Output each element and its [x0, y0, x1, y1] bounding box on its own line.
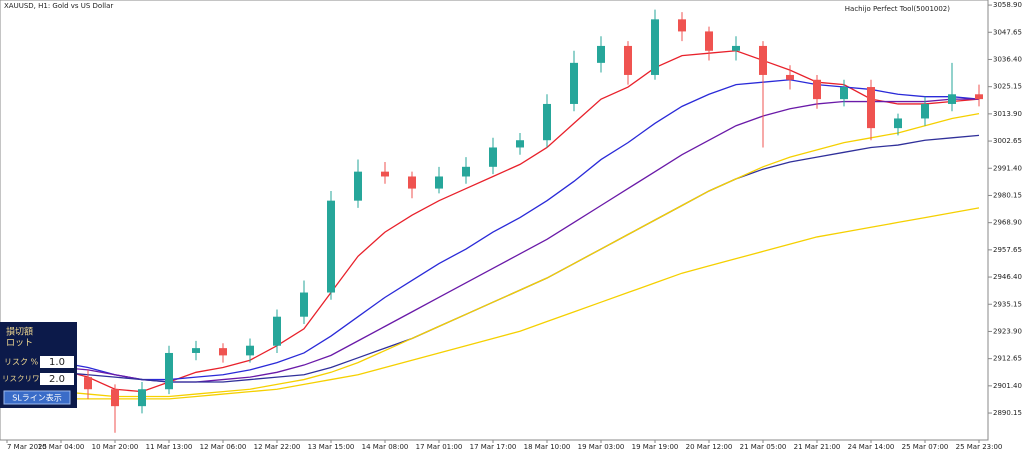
- moving-average: [6, 112, 980, 398]
- y-tick-label: 3013.90: [993, 110, 1022, 118]
- candle-body: [921, 103, 929, 119]
- candle-body: [462, 166, 470, 177]
- candle-body: [948, 94, 956, 104]
- input-box[interactable]: [40, 356, 74, 368]
- candle-body: [867, 87, 875, 129]
- input-value[interactable]: 2.0: [49, 374, 65, 385]
- y-tick-label: 3047.65: [993, 28, 1022, 36]
- candle-body: [489, 147, 497, 167]
- candle-body: [759, 45, 767, 75]
- candle-body: [624, 45, 632, 75]
- y-tick-label: 2901.40: [993, 382, 1022, 390]
- x-tick-label: 17 Mar 17:00: [470, 443, 517, 451]
- y-tick-label: 2923.90: [993, 327, 1022, 335]
- candle-body: [246, 345, 254, 356]
- y-tick-label: 2991.40: [993, 164, 1022, 172]
- candle-body: [435, 176, 443, 189]
- x-tick-label: 7 Mar 2025: [7, 443, 47, 451]
- plot-frame: [0, 0, 989, 441]
- x-tick-label: 21 Mar 05:00: [740, 443, 787, 451]
- candle-body: [192, 348, 200, 353]
- y-tick-label: 2980.15: [993, 191, 1022, 199]
- x-tick-label: 14 Mar 08:00: [362, 443, 409, 451]
- candle-body: [651, 19, 659, 75]
- panel-label: ロット: [6, 339, 33, 349]
- y-tick-label: 3058.90: [993, 1, 1022, 9]
- y-tick-label: 3025.15: [993, 83, 1022, 91]
- candle-body: [327, 200, 335, 293]
- candle-body: [543, 103, 551, 141]
- candle-body: [138, 389, 146, 407]
- y-tick-label: 2912.65: [993, 355, 1022, 363]
- input-value[interactable]: 1.0: [49, 357, 65, 368]
- panel-label: 損切額: [6, 326, 33, 338]
- button[interactable]: [3, 390, 71, 405]
- x-tick-label: 12 Mar 06:00: [200, 443, 247, 451]
- x-tick-label: 17 Mar 01:00: [416, 443, 463, 451]
- candle-body: [219, 348, 227, 356]
- y-tick-label: 2968.90: [993, 219, 1022, 227]
- y-tick-label: 2935.15: [993, 300, 1022, 308]
- x-tick-label: 18 Mar 10:00: [524, 443, 571, 451]
- y-tick-label: 3036.40: [993, 55, 1022, 63]
- candle-body: [732, 45, 740, 51]
- x-tick-label: 11 Mar 13:00: [146, 443, 193, 451]
- panel-label: リスク %: [4, 358, 39, 367]
- candle-body: [894, 118, 902, 129]
- x-tick-label: 13 Mar 15:00: [308, 443, 355, 451]
- candle-body: [516, 140, 524, 148]
- y-tick-label: 2946.40: [993, 273, 1022, 281]
- y-tick-label: 2890.15: [993, 409, 1022, 417]
- moving-average: [7, 207, 980, 400]
- x-tick-label: 20 Mar 12:00: [686, 443, 733, 451]
- candle-body: [678, 19, 686, 32]
- candle-body: [165, 352, 173, 390]
- candle-body: [840, 87, 848, 100]
- candle-body: [570, 62, 578, 104]
- panel-label: リスクリワード: [2, 374, 55, 383]
- input-box[interactable]: [40, 373, 74, 385]
- button-label[interactable]: SLライン表示: [12, 393, 62, 403]
- candle-body: [111, 389, 119, 407]
- x-tick-label: 10 Mar 20:00: [92, 443, 139, 451]
- trade-panel: 損切額 ロット リスク % 1.0 リスクリワード 2.0 SLライン表示: [0, 322, 77, 408]
- candle-body: [84, 377, 92, 390]
- x-tick-label: 25 Mar 07:00: [902, 443, 949, 451]
- x-tick-label: 21 Mar 21:00: [794, 443, 841, 451]
- x-tick-label: 25 Mar 23:00: [956, 443, 1003, 451]
- y-tick-label: 3002.65: [993, 137, 1022, 145]
- candle-body: [705, 31, 713, 51]
- candle-body: [408, 176, 416, 189]
- candle-body: [273, 316, 281, 346]
- x-tick-label: 19 Mar 19:00: [632, 443, 679, 451]
- candle-body: [786, 74, 794, 80]
- candle-body: [975, 94, 983, 100]
- candle-body: [354, 171, 362, 201]
- x-tick-label: 24 Mar 14:00: [848, 443, 895, 451]
- candle-body: [300, 292, 308, 317]
- tool-name: Hachijo Perfect Tool(5001002): [845, 5, 950, 13]
- x-tick-label: 12 Mar 22:00: [254, 443, 301, 451]
- x-tick-label: 19 Mar 03:00: [578, 443, 625, 451]
- y-tick-label: 2957.65: [993, 246, 1022, 254]
- chart-title: XAUUSD, H1: Gold vs US Dollar: [4, 2, 113, 10]
- candle-body: [597, 45, 605, 63]
- candle-body: [381, 171, 389, 177]
- x-tick-label: 10 Mar 04:00: [38, 443, 85, 451]
- candle-body: [813, 79, 821, 100]
